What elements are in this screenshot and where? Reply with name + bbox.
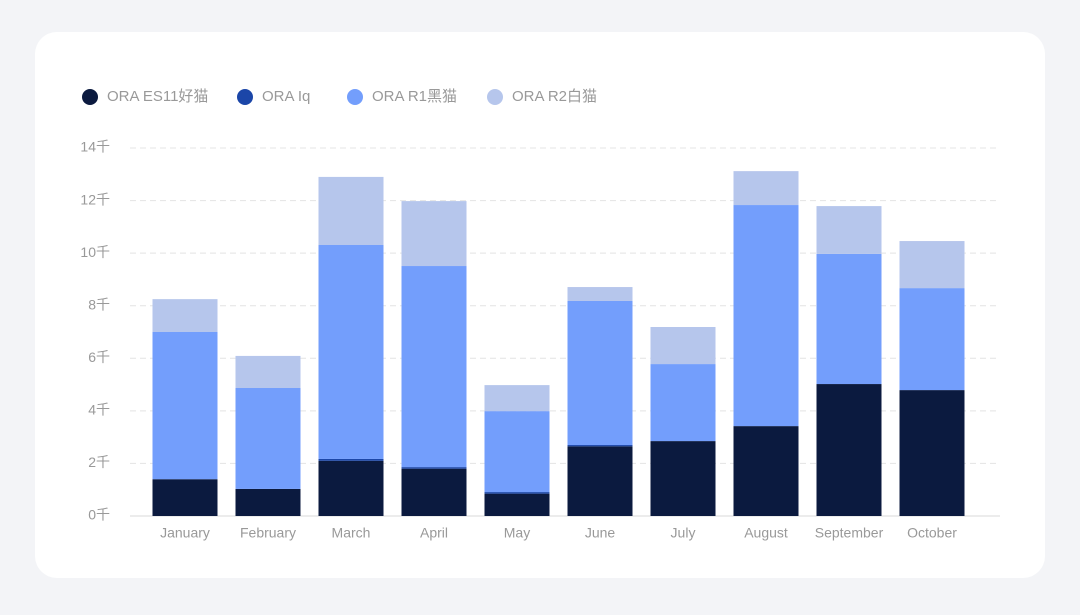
y-tick-label: 12千: [80, 191, 110, 207]
bar-segment: [567, 300, 633, 446]
bar-segment: [899, 390, 965, 516]
bar-segment: [484, 492, 550, 494]
bar-segment: [401, 468, 467, 516]
bar-segment: [650, 327, 716, 365]
bar-segment: [899, 241, 965, 289]
x-tick-label: October: [907, 525, 957, 541]
x-tick-label: July: [671, 525, 696, 541]
y-tick-label: 0千: [88, 507, 110, 523]
bar-segment: [650, 441, 716, 516]
bar-segment: [152, 479, 218, 516]
x-tick-label: June: [585, 525, 616, 541]
x-tick-label: August: [744, 525, 788, 541]
x-tick-label: September: [815, 525, 884, 541]
bar-segment: [318, 458, 384, 461]
bar-segment: [899, 288, 965, 391]
bar-segment: [318, 176, 384, 245]
y-tick-label: 14千: [80, 139, 110, 155]
bar-segment: [816, 384, 882, 516]
legend-text[interactable]: ORA Iq: [262, 88, 310, 105]
y-tick-label: 4千: [88, 402, 110, 418]
bar-segment: [152, 299, 218, 332]
legend-marker[interactable]: [347, 89, 363, 105]
y-tick-label: 8千: [88, 296, 110, 312]
bar-segment: [816, 206, 882, 254]
bar-segment: [733, 205, 799, 427]
bar-segment: [484, 493, 550, 516]
bar-segment: [567, 446, 633, 516]
bar-segment: [401, 201, 467, 267]
x-tick-label: May: [504, 525, 530, 541]
bar-segment: [152, 332, 218, 480]
bar-segment: [567, 445, 633, 447]
bar-segment: [650, 364, 716, 442]
legend-marker[interactable]: [82, 89, 98, 105]
bar-segment: [235, 387, 301, 489]
bar-segment: [235, 355, 301, 388]
bar-segment: [401, 266, 467, 468]
bar-segment: [733, 426, 799, 516]
bar-segment: [318, 244, 384, 459]
y-tick-label: 10千: [80, 244, 110, 260]
legend-text[interactable]: ORA ES11好猫: [107, 88, 208, 105]
bar-segment: [401, 467, 467, 469]
bar-segment: [567, 287, 633, 301]
y-tick-label: 6千: [88, 349, 110, 365]
bar-segment: [235, 488, 301, 516]
bar-segment: [816, 253, 882, 385]
x-tick-label: March: [332, 525, 371, 541]
bar-segment: [484, 385, 550, 412]
x-tick-label: April: [420, 525, 448, 541]
bar-segment: [733, 171, 799, 206]
bar-segment: [484, 411, 550, 493]
x-tick-label: February: [240, 525, 296, 541]
y-tick-label: 2千: [88, 454, 110, 470]
legend-marker[interactable]: [487, 89, 503, 105]
legend-text[interactable]: ORA R2白猫: [512, 88, 597, 105]
x-tick-label: January: [160, 525, 210, 541]
bar-segment: [318, 460, 384, 516]
legend-marker[interactable]: [237, 89, 253, 105]
legend-text[interactable]: ORA R1黑猫: [372, 88, 457, 105]
